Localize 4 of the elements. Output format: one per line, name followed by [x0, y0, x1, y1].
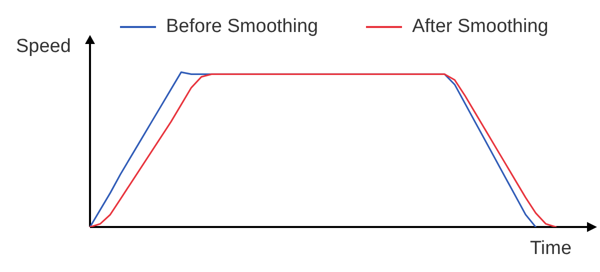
legend-label: Before Smoothing	[166, 16, 318, 38]
legend-label: After Smoothing	[412, 16, 548, 38]
y-axis-title: Speed	[16, 36, 71, 58]
x-axis-title: Time	[530, 238, 572, 260]
